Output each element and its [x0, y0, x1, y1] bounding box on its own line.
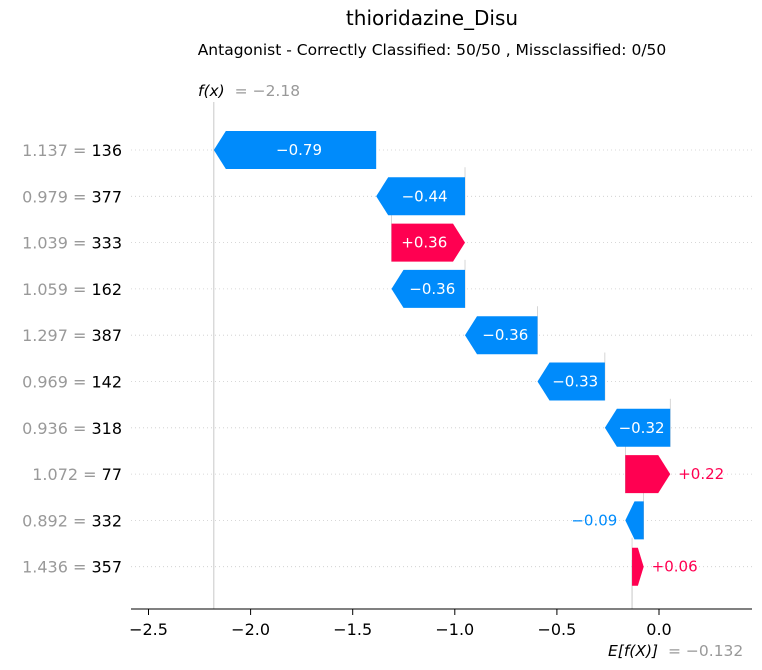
- feature-name: 387: [91, 326, 122, 345]
- x-tick-label: −0.5: [537, 620, 576, 639]
- feature-name: 142: [91, 373, 122, 392]
- feature-label: 1.137 = 136: [22, 141, 122, 160]
- feature-name: 333: [91, 234, 122, 253]
- feature-value: 1.297 =: [22, 326, 91, 345]
- x-tick-label: −1.0: [435, 620, 474, 639]
- fx-label: f(x) = −2.18: [198, 82, 300, 100]
- efx-label: E[f(X)] = −0.132: [608, 642, 743, 660]
- bar-value-label: +0.22: [678, 465, 724, 483]
- feature-label: 0.936 = 318: [22, 419, 122, 438]
- bar-arrow: [625, 501, 644, 540]
- feature-label: 1.436 = 357: [22, 558, 122, 577]
- feature-name: 357: [91, 558, 122, 577]
- bars-group: −0.79 −0.44 +0.36 −0.36 −0.36 −0.33 −0.32 +0.22…: [213, 131, 724, 586]
- feature-label: 0.979 = 377: [22, 187, 122, 206]
- chart-title: thioridazine_Disu: [345, 6, 519, 30]
- bar-value-label: −0.32: [619, 419, 665, 437]
- efx-symbol: E[f(X)]: [608, 642, 658, 660]
- feature-label: 0.969 = 142: [22, 373, 122, 392]
- bar-arrow: [625, 455, 671, 494]
- efx-value: = −0.132: [668, 642, 743, 660]
- bar-value-label: −0.79: [276, 141, 322, 159]
- bar-arrow: [391, 223, 466, 262]
- feature-name: 377: [91, 187, 122, 206]
- x-axis: −2.5 −2.0 −1.5 −1.0 −0.5 0.0: [129, 608, 752, 639]
- feature-label: 1.072 = 77: [32, 465, 122, 484]
- feature-value: 1.137 =: [22, 141, 91, 160]
- bar-value-label: +0.06: [652, 558, 698, 576]
- bar-arrow: [391, 269, 466, 308]
- bar-value-label: −0.36: [482, 326, 528, 344]
- x-tick-label: −2.0: [231, 620, 270, 639]
- feature-value: 1.436 =: [22, 558, 91, 577]
- fx-value: = −2.18: [235, 82, 300, 100]
- bar-value-label: −0.36: [409, 280, 455, 298]
- bar-arrow: [604, 408, 671, 447]
- feature-name: 136: [91, 141, 122, 160]
- feature-name: 332: [91, 511, 122, 530]
- feature-label: 0.892 = 332: [22, 511, 122, 530]
- bar-value-label: −0.33: [552, 373, 598, 391]
- bar-arrow: [376, 177, 466, 216]
- bar-value-label: −0.09: [571, 511, 617, 529]
- bar-arrow: [537, 362, 605, 401]
- bar-value-label: +0.36: [401, 234, 447, 252]
- x-tick-label: −2.5: [129, 620, 168, 639]
- feature-label: 1.059 = 162: [22, 280, 122, 299]
- chart-subtitle: Antagonist - Correctly Classified: 50/50…: [197, 41, 667, 59]
- feature-name: 77: [102, 465, 122, 484]
- feature-value: 0.936 =: [22, 419, 91, 438]
- feature-value: 1.059 =: [22, 280, 91, 299]
- bar-arrow: [465, 316, 538, 355]
- x-tick-label: 0.0: [646, 620, 671, 639]
- feature-value: 1.072 =: [32, 465, 101, 484]
- feature-value: 0.979 =: [22, 187, 91, 206]
- bar-arrow: [632, 547, 644, 586]
- feature-label: 1.297 = 387: [22, 326, 122, 345]
- feature-value: 0.892 =: [22, 511, 91, 530]
- feature-value: 0.969 =: [22, 373, 91, 392]
- feature-value: 1.039 =: [22, 234, 91, 253]
- feature-name: 318: [91, 419, 122, 438]
- feature-label: 1.039 = 333: [22, 234, 122, 253]
- feature-labels: 1.137 = 136 0.979 = 377 1.039 = 333 1.059 =…: [22, 141, 122, 577]
- feature-name: 162: [91, 280, 122, 299]
- fx-symbol: f(x): [198, 82, 225, 100]
- bar-arrow: [213, 131, 377, 169]
- bar-value-label: −0.44: [402, 187, 448, 205]
- x-tick-label: −1.5: [333, 620, 372, 639]
